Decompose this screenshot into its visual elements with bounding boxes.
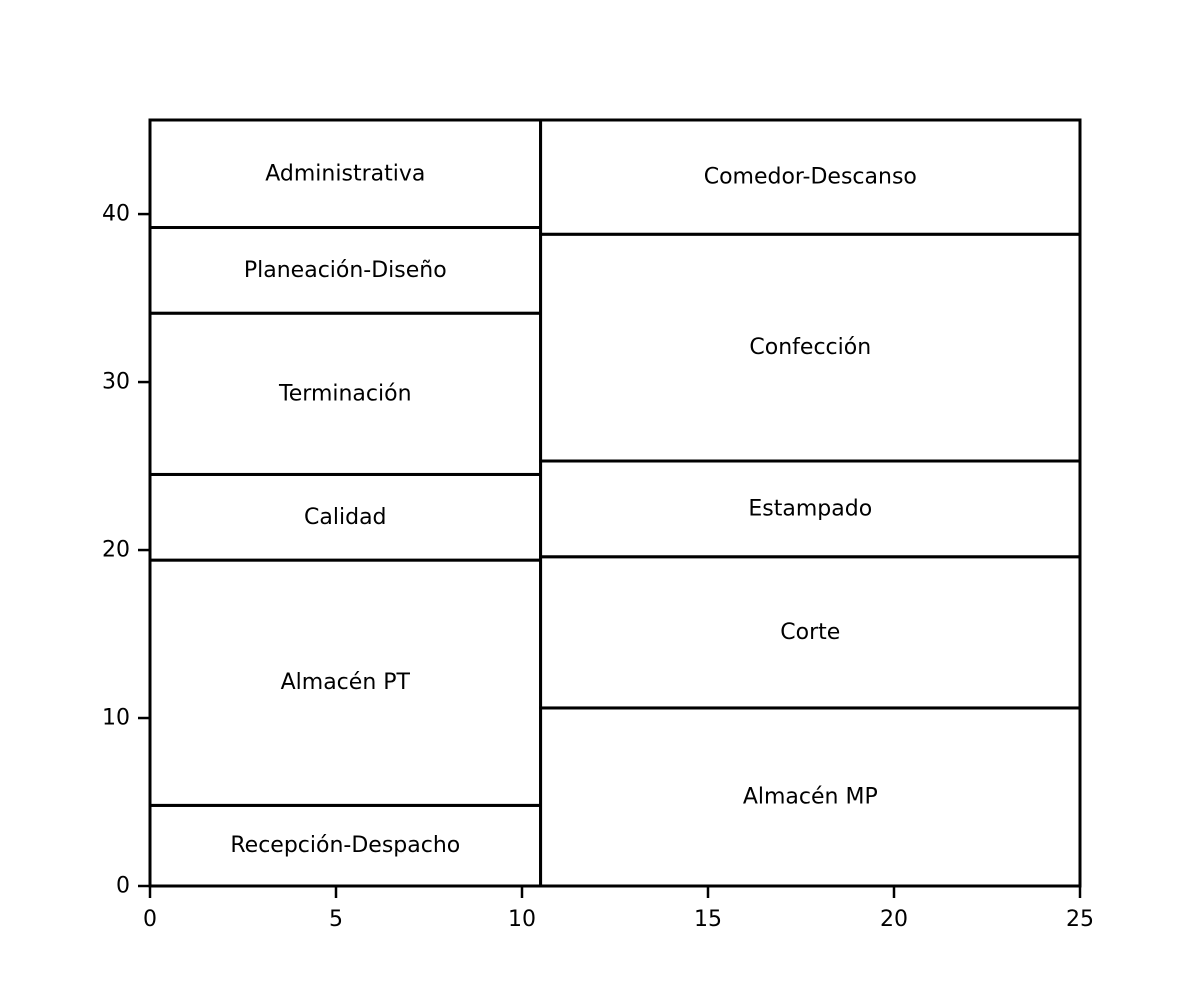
plot-frame xyxy=(148,118,1082,888)
rooms-layer: Recepción-Despacho Almacén PT Calidad Termi… xyxy=(148,118,1082,888)
room-rect xyxy=(148,226,543,315)
x-tick-label: 0 xyxy=(143,907,157,932)
room-planeacion-diseno: Planeación-Diseño xyxy=(148,226,543,315)
room-label: Almacén MP xyxy=(743,784,878,809)
room-label: Terminación xyxy=(278,381,411,406)
room-rect xyxy=(148,803,543,888)
room-terminacion: Terminación xyxy=(148,311,543,476)
room-almacen-mp: Almacén MP xyxy=(539,706,1082,888)
room-administrativa: Administrativa xyxy=(148,118,543,230)
room-rect xyxy=(148,558,543,807)
room-label: Comedor-Descanso xyxy=(704,165,917,190)
x-tick-label: 10 xyxy=(508,907,536,932)
room-almacen-pt: Almacén PT xyxy=(148,558,543,807)
x-tick-label: 20 xyxy=(880,907,908,932)
room-label: Almacén PT xyxy=(281,670,411,695)
room-recepcion-despacho: Recepción-Despacho xyxy=(148,803,543,888)
room-label: Planeación-Diseño xyxy=(244,258,447,283)
room-calidad: Calidad xyxy=(148,472,543,562)
x-tick-label: 15 xyxy=(694,907,722,932)
room-corte: Corte xyxy=(539,555,1082,710)
axes-layer: 0 5 10 15 20 25 0 10 20 30 40 xyxy=(102,118,1094,932)
y-tick-label: 10 xyxy=(102,706,130,731)
y-tick-label: 20 xyxy=(102,538,130,563)
x-tick-label: 25 xyxy=(1066,907,1094,932)
room-rect xyxy=(539,459,1082,559)
room-rect xyxy=(148,311,543,476)
room-rect xyxy=(539,232,1082,463)
room-label: Confección xyxy=(749,335,871,360)
room-estampado: Estampado xyxy=(539,459,1082,559)
y-tick-label: 0 xyxy=(116,874,130,899)
y-tick-label: 40 xyxy=(102,202,130,227)
y-tick-label: 30 xyxy=(102,370,130,395)
room-label: Calidad xyxy=(304,505,386,530)
room-label: Administrativa xyxy=(265,161,425,186)
room-confeccion: Confección xyxy=(539,232,1082,463)
room-label: Estampado xyxy=(748,496,872,521)
room-label: Corte xyxy=(780,620,840,645)
x-tick-label: 5 xyxy=(329,907,343,932)
room-label: Recepción-Despacho xyxy=(230,833,460,858)
room-rect xyxy=(539,555,1082,710)
room-comedor-descanso: Comedor-Descanso xyxy=(539,118,1082,236)
